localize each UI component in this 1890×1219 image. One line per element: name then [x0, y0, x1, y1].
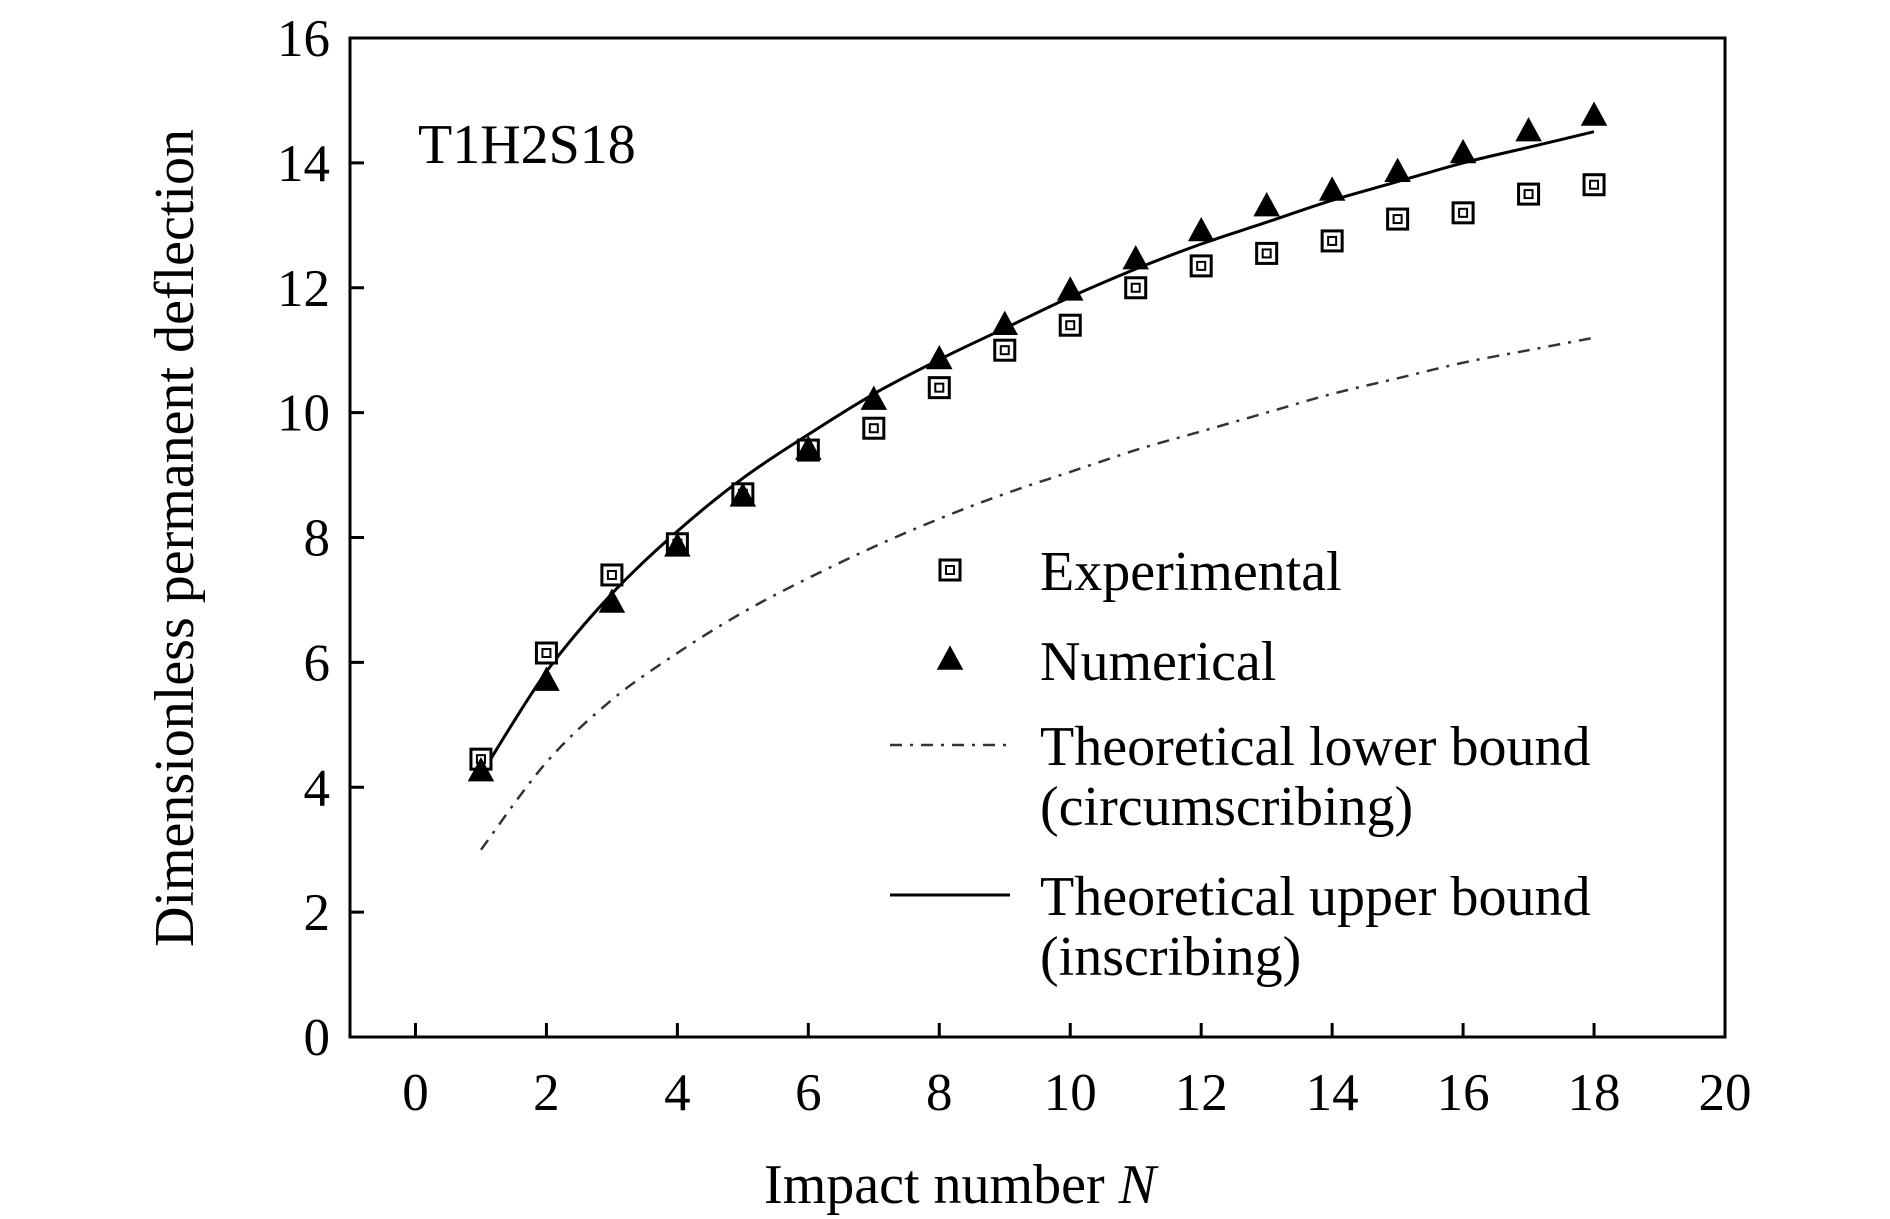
x-tick-label: 10: [1044, 1064, 1097, 1122]
x-tick-label: 0: [402, 1064, 429, 1122]
legend-item: Theoretical lower bound(circumscribing): [890, 716, 1590, 838]
legend-label: Numerical: [1040, 631, 1276, 693]
y-axis: 0 2 4 6 8 10 12 14 16: [277, 10, 364, 1067]
experimental-point: [1386, 207, 1410, 231]
legend-label-line2: (circumscribing): [1040, 776, 1413, 838]
numerical-point: [860, 385, 888, 410]
y-tick-label: 2: [304, 884, 331, 942]
y-tick-label: 0: [304, 1009, 331, 1067]
numerical-point: [1056, 276, 1084, 301]
experimental-point: [1517, 182, 1541, 206]
numerical-point: [1318, 176, 1346, 201]
legend-square-symbol: [938, 558, 962, 582]
legend-item: Theoretical upper bound(inscribing): [890, 866, 1590, 988]
square-inner: [1130, 282, 1141, 293]
y-tick-label: 6: [304, 634, 331, 692]
experimental-point: [1255, 241, 1279, 265]
numerical-point: [795, 435, 822, 460]
square-inner: [1392, 214, 1403, 225]
square-inner: [1196, 260, 1207, 271]
legend-label: Theoretical upper bound: [1040, 866, 1590, 928]
numerical-point: [991, 310, 1019, 335]
legend-item: Experimental: [938, 541, 1342, 603]
x-axis: 0 2 4 6 8 10 12 14 16 18 20: [402, 1023, 1752, 1122]
x-tick-label: 12: [1175, 1064, 1228, 1122]
legend: Experimental Numerical Theoretical lower b…: [890, 541, 1590, 988]
experimental-point: [862, 416, 886, 440]
experimental-point: [1320, 229, 1344, 253]
experimental-point: [1451, 201, 1475, 225]
x-tick-label: 8: [926, 1064, 953, 1122]
numerical-point: [1122, 245, 1149, 270]
chart-annotation: T1H2S18: [418, 114, 636, 176]
numerical-point: [1449, 138, 1477, 164]
legend-item: Numerical: [936, 631, 1276, 693]
x-axis-label-variable: N: [1118, 1154, 1159, 1216]
numerical-point: [1253, 192, 1280, 217]
experimental-point: [993, 338, 1017, 362]
lower-bound-line: [479, 336, 1595, 851]
numerical-point: [1384, 157, 1411, 182]
square-inner: [1065, 320, 1076, 331]
numerical-point: [1580, 101, 1608, 126]
experimental-point: [1058, 313, 1082, 337]
x-tick-label: 6: [795, 1064, 822, 1122]
numerical-point: [926, 344, 953, 370]
upper-bound-line: [479, 130, 1595, 776]
x-tick-label: 4: [664, 1064, 691, 1122]
y-tick-label: 8: [304, 510, 331, 568]
square-inner: [945, 565, 955, 575]
numerical-point: [467, 757, 495, 782]
x-tick-label: 2: [533, 1064, 560, 1122]
y-tick-label: 16: [277, 10, 330, 68]
series-markers: [467, 101, 1608, 782]
experimental-point: [1124, 276, 1148, 300]
experimental-point: [600, 563, 624, 587]
square-inner: [1523, 189, 1534, 200]
square-inner: [1458, 207, 1469, 218]
x-axis-label-text: Impact number: [764, 1154, 1119, 1216]
x-tick-label: 16: [1437, 1064, 1490, 1122]
legend-label: Experimental: [1040, 541, 1342, 603]
experimental-point: [927, 376, 951, 400]
legend-label: Theoretical lower bound: [1040, 716, 1590, 778]
square-inner: [1589, 179, 1600, 190]
square-inner: [1327, 235, 1338, 246]
x-tick-label: 14: [1306, 1064, 1359, 1122]
legend-label-line2: (inscribing): [1040, 926, 1301, 988]
square-inner: [868, 423, 879, 434]
experimental-point: [1189, 254, 1213, 278]
y-tick-label: 4: [304, 759, 331, 817]
numerical-point: [533, 666, 560, 691]
x-axis-label: Impact number N: [764, 1154, 1159, 1216]
y-tick-label: 10: [277, 385, 330, 443]
numerical-point: [1515, 117, 1542, 142]
experimental-point: [534, 641, 558, 665]
y-tick-label: 12: [277, 260, 330, 318]
y-axis-label: Dimensionless permanent deflection: [144, 129, 206, 947]
numerical-point: [598, 588, 626, 613]
square-inner: [999, 345, 1010, 356]
square-inner: [934, 382, 945, 393]
legend-triangle-symbol: [936, 645, 964, 670]
x-tick-label: 20: [1699, 1064, 1752, 1122]
square-inner: [606, 569, 617, 580]
square-inner: [1261, 248, 1272, 259]
square-inner: [541, 648, 552, 659]
numerical-point: [1187, 216, 1215, 242]
x-tick-label: 18: [1568, 1064, 1621, 1122]
numerical-point: [729, 482, 757, 507]
experimental-point: [1582, 173, 1606, 197]
numerical-point: [664, 532, 691, 557]
y-tick-label: 14: [277, 135, 330, 193]
